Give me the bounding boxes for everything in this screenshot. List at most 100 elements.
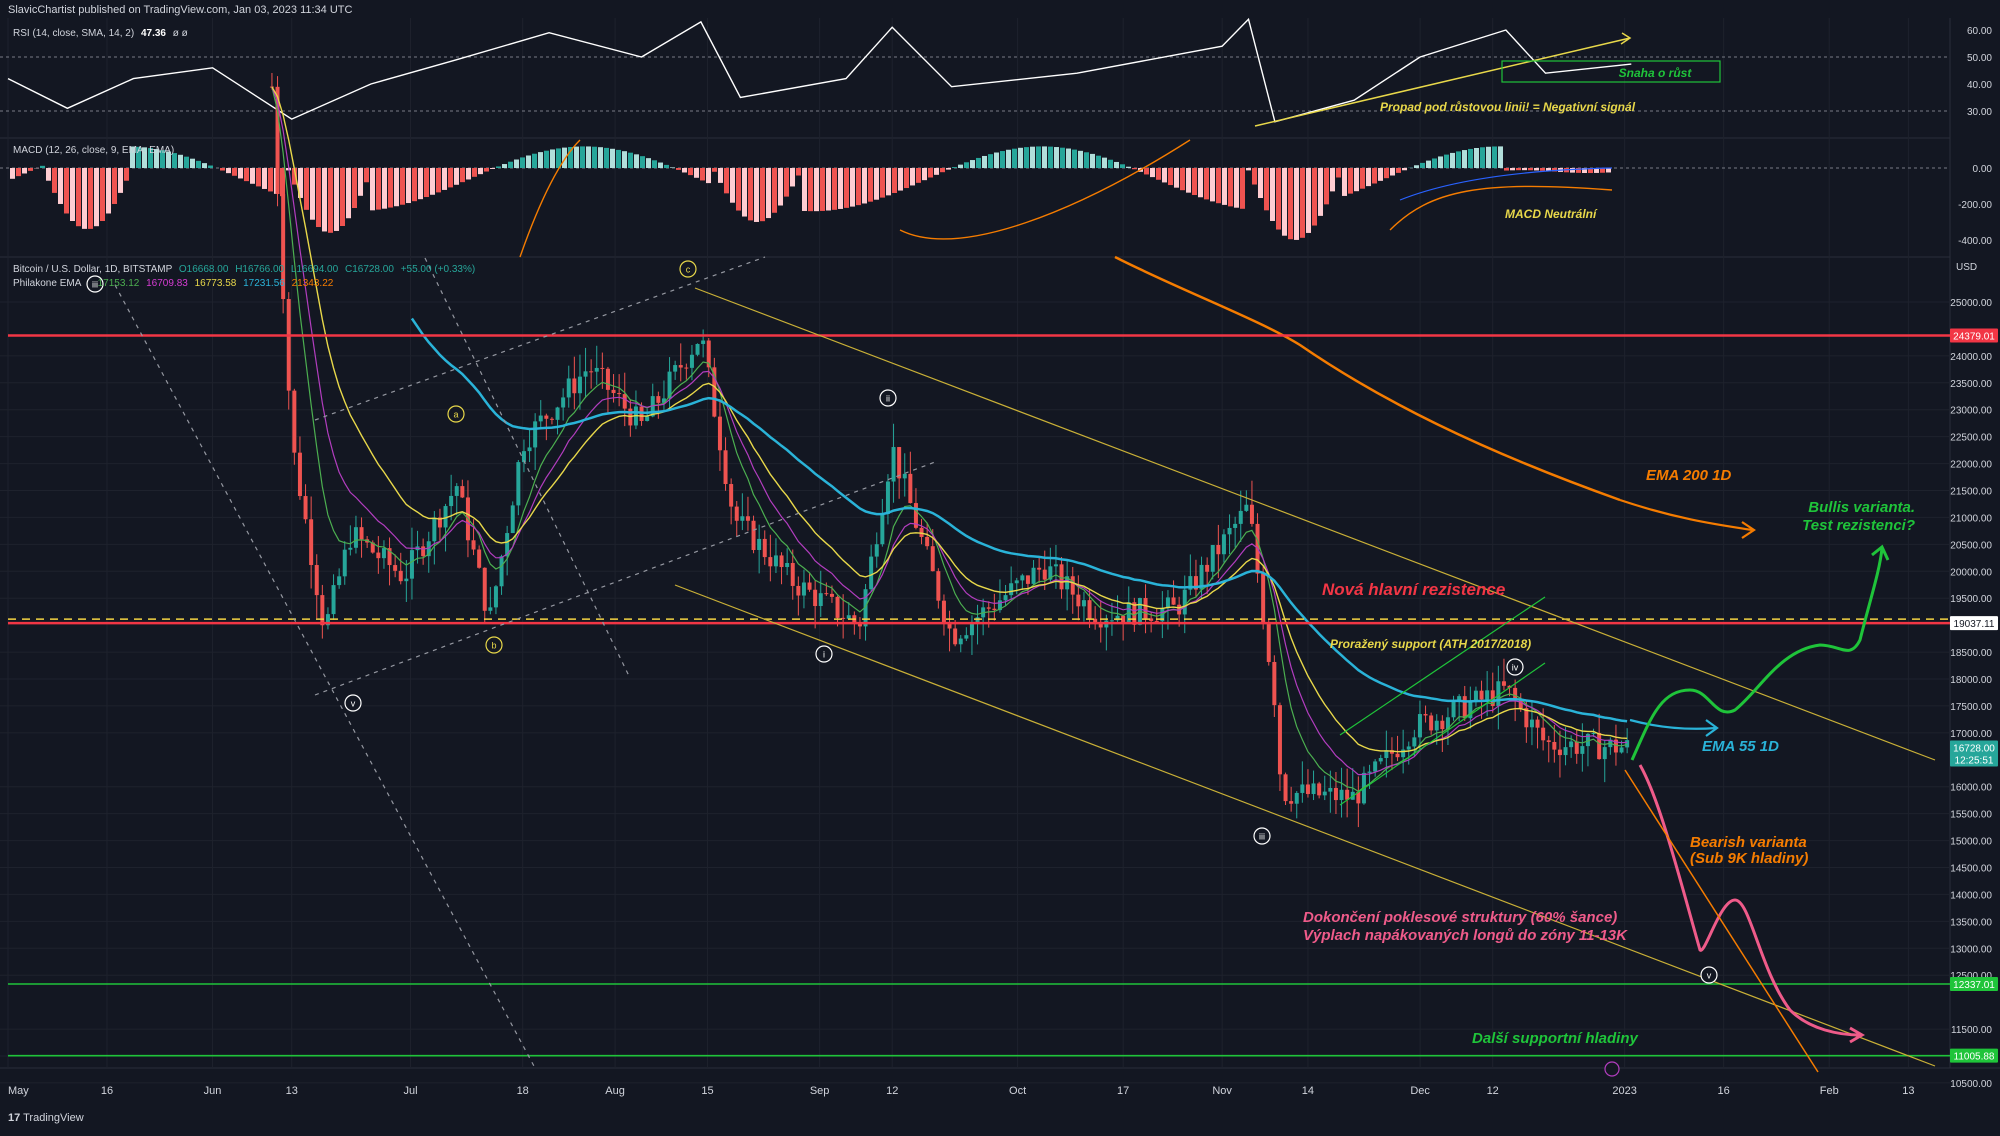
candle-body [791, 563, 795, 586]
macd-hist-bar [1108, 160, 1113, 168]
macd-hist-bar [946, 168, 951, 170]
macd-hist-bar [64, 168, 69, 213]
macd-title: MACD (12, 26, close, 9, EMA, EMA) [13, 145, 174, 156]
macd-hist-bar [340, 168, 345, 226]
candle-body [1541, 728, 1545, 741]
macd-hist-bar [910, 168, 915, 185]
macd-hist-bar [1342, 168, 1347, 196]
candle-body [953, 628, 957, 644]
macd-hist-bar [316, 168, 321, 227]
candle-body [315, 565, 319, 595]
candle-body [1340, 790, 1344, 800]
rsi-value: 47.36 [141, 28, 166, 39]
macd-hist-bar [1348, 168, 1353, 194]
candle-body [724, 450, 728, 484]
macd-hist-bar [1570, 168, 1575, 173]
candle-body [533, 421, 537, 447]
time-tick-label: 12 [886, 1085, 898, 1097]
macd-hist-bar [574, 147, 579, 168]
candle-body [1172, 597, 1176, 604]
candle-body [886, 482, 890, 514]
rsi-growth-label: Snaha o růst [1619, 66, 1693, 80]
macd-hist-bar [658, 163, 663, 168]
candle-body [1379, 758, 1383, 761]
candle-body [292, 391, 296, 453]
macd-hist-bar [436, 168, 441, 192]
candle-body [684, 368, 688, 369]
macd-hist-bar [238, 168, 243, 178]
candle-body [354, 527, 358, 548]
macd-hist-bar [454, 168, 459, 185]
candle-body [1603, 747, 1607, 759]
rsi-tick-label: 50.00 [1967, 53, 1992, 64]
macd-hist-bar [112, 168, 117, 204]
ema55-label: EMA 55 1D [1702, 738, 1779, 755]
candle-body [1228, 528, 1232, 534]
macd-hist-bar [118, 168, 123, 193]
macd-hist-bar [598, 147, 603, 168]
price-tick-label: 13500.00 [1950, 917, 1992, 928]
candle-body [880, 514, 884, 544]
macd-hist-bar [28, 168, 33, 171]
candle-body [1211, 545, 1215, 572]
macd-hist-bar [604, 148, 609, 168]
candle-body [606, 369, 610, 390]
candle-body [1429, 715, 1433, 730]
macd-hist-bar [904, 168, 909, 188]
candle-body [796, 586, 800, 596]
candle-body [1183, 590, 1187, 615]
wave-label-text: a [453, 410, 458, 420]
candle-body [432, 518, 436, 542]
macd-tick-label: -200.00 [1958, 200, 1992, 211]
candle-body [925, 537, 929, 546]
macd-hist-bar [664, 165, 669, 168]
macd-hist-bar [1330, 168, 1335, 191]
price-tick-label: 17500.00 [1950, 702, 1992, 713]
macd-hist-bar [382, 168, 387, 209]
macd-hist-bar [790, 168, 795, 186]
macd-hist-bar [70, 168, 75, 221]
candle-body [410, 550, 414, 579]
macd-hist-bar [82, 168, 87, 229]
candle-body [763, 539, 767, 557]
macd-hist-bar [1540, 168, 1545, 171]
time-tick-label: Aug [605, 1085, 625, 1097]
candle-body [1261, 574, 1265, 624]
candle-body [931, 546, 935, 571]
macd-hist-bar [448, 168, 453, 187]
candle-body [399, 571, 403, 581]
macd-hist-bar [652, 160, 657, 168]
price-badge-text: 12337.01 [1953, 980, 1995, 991]
macd-hist-bar [466, 168, 471, 179]
candle-body [1020, 575, 1024, 580]
price-tick-label: 14000.00 [1950, 890, 1992, 901]
macd-hist-bar [520, 157, 525, 168]
candle-body [1043, 570, 1047, 580]
macd-hist-bar [700, 168, 705, 180]
macd-hist-bar [256, 168, 261, 186]
candle-body [460, 486, 464, 497]
candle-body [1345, 790, 1349, 800]
candle-body [1575, 741, 1579, 753]
price-tick-label: 25000.00 [1950, 298, 1992, 309]
macd-hist-bar [1222, 168, 1227, 205]
candle-body [836, 597, 840, 618]
macd-hist-bar [418, 168, 423, 199]
time-tick-label: 2023 [1612, 1085, 1636, 1097]
candle-body [819, 593, 823, 606]
rsi-tick-label: 40.00 [1967, 80, 1992, 91]
candle-body [1099, 624, 1103, 628]
bearish-label-1: Bearish varianta [1690, 834, 1807, 851]
time-tick-label: May [8, 1085, 29, 1097]
candle-body [802, 583, 806, 596]
macd-hist-bar [1444, 155, 1449, 168]
macd-hist-bar [1180, 168, 1185, 190]
price-tick-label: 21500.00 [1950, 487, 1992, 498]
macd-hist-bar [304, 168, 309, 210]
macd-hist-bar [1450, 153, 1455, 168]
candle-body [1312, 783, 1316, 794]
macd-neutral-label: MACD Neutrální [1505, 207, 1598, 221]
published-header: SlavicChartist published on TradingView.… [8, 4, 352, 16]
macd-hist-bar [1510, 168, 1515, 170]
candle-body [892, 447, 896, 481]
